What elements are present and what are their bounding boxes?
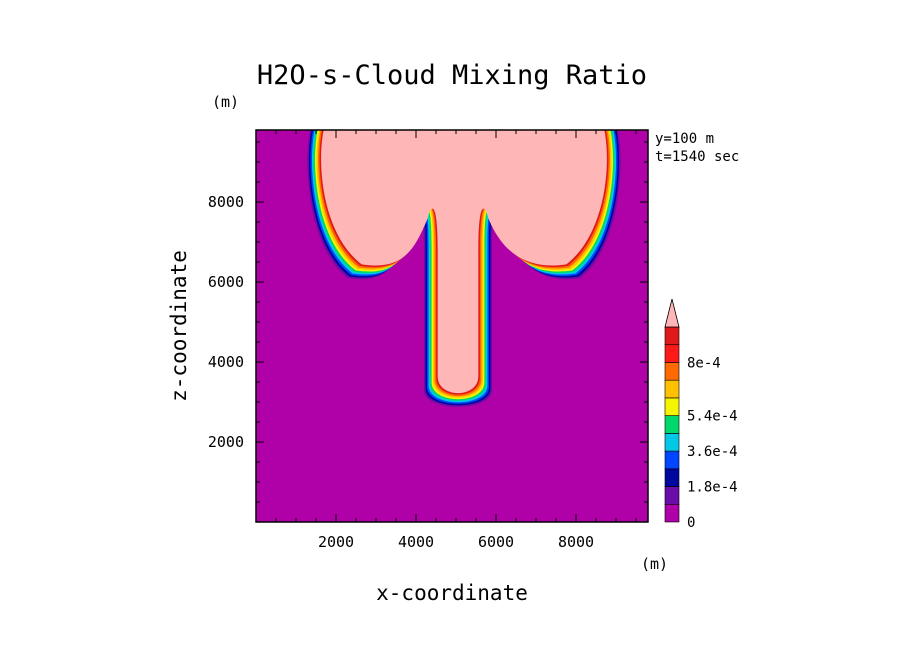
colorbar-extend-arrow (664, 298, 680, 328)
annotation-t: t=1540 sec (655, 149, 739, 165)
colorbar-band (664, 503, 680, 523)
colorbar: 0 1.8e-4 3.6e-4 5.4e-4 8e-4 (664, 298, 738, 531)
y-tick-label: 8000 (208, 193, 244, 211)
colorbar-band (664, 450, 680, 470)
cloud-plume (307, 130, 621, 407)
colorbar-band (664, 344, 680, 363)
colorbar-label: 0 (687, 515, 695, 531)
y-tick-label: 4000 (208, 353, 244, 371)
plume-contour-band (321, 130, 607, 394)
plot-frame (255, 129, 649, 523)
x-tick-label: 2000 (318, 533, 354, 551)
colorbar-band (664, 415, 680, 434)
colorbar-band (664, 433, 680, 452)
x-tick-label: 6000 (478, 533, 514, 551)
x-tick-labels: 2000 4000 6000 8000 (318, 533, 594, 551)
y-unit-label: (m) (212, 93, 239, 111)
plot-area (256, 130, 648, 522)
colorbar-band (664, 379, 680, 399)
x-axis-label: x-coordinate (376, 581, 528, 605)
chart-title: H2O-s-Cloud Mixing Ratio (257, 60, 647, 91)
y-axis-label: z-coordinate (167, 250, 191, 402)
x-tick-label: 8000 (558, 533, 594, 551)
y-tick-label: 6000 (208, 273, 244, 291)
colorbar-label: 5.4e-4 (687, 409, 738, 425)
y-tick-label: 2000 (208, 433, 244, 451)
colorbar-label: 8e-4 (687, 355, 721, 371)
colorbar-band (664, 486, 680, 505)
axis-ticks (256, 130, 648, 522)
colorbar-band (664, 468, 680, 487)
y-tick-labels: 2000 4000 6000 8000 (208, 193, 244, 451)
x-tick-label: 4000 (398, 533, 434, 551)
x-unit-label: (m) (641, 555, 668, 573)
colorbar-label: 3.6e-4 (687, 444, 738, 460)
colorbar-band (664, 326, 680, 346)
annotation-y: y=100 m (655, 131, 714, 147)
colorbar-band (664, 397, 680, 416)
colorbar-band (664, 362, 680, 381)
colorbar-label: 1.8e-4 (687, 480, 738, 496)
